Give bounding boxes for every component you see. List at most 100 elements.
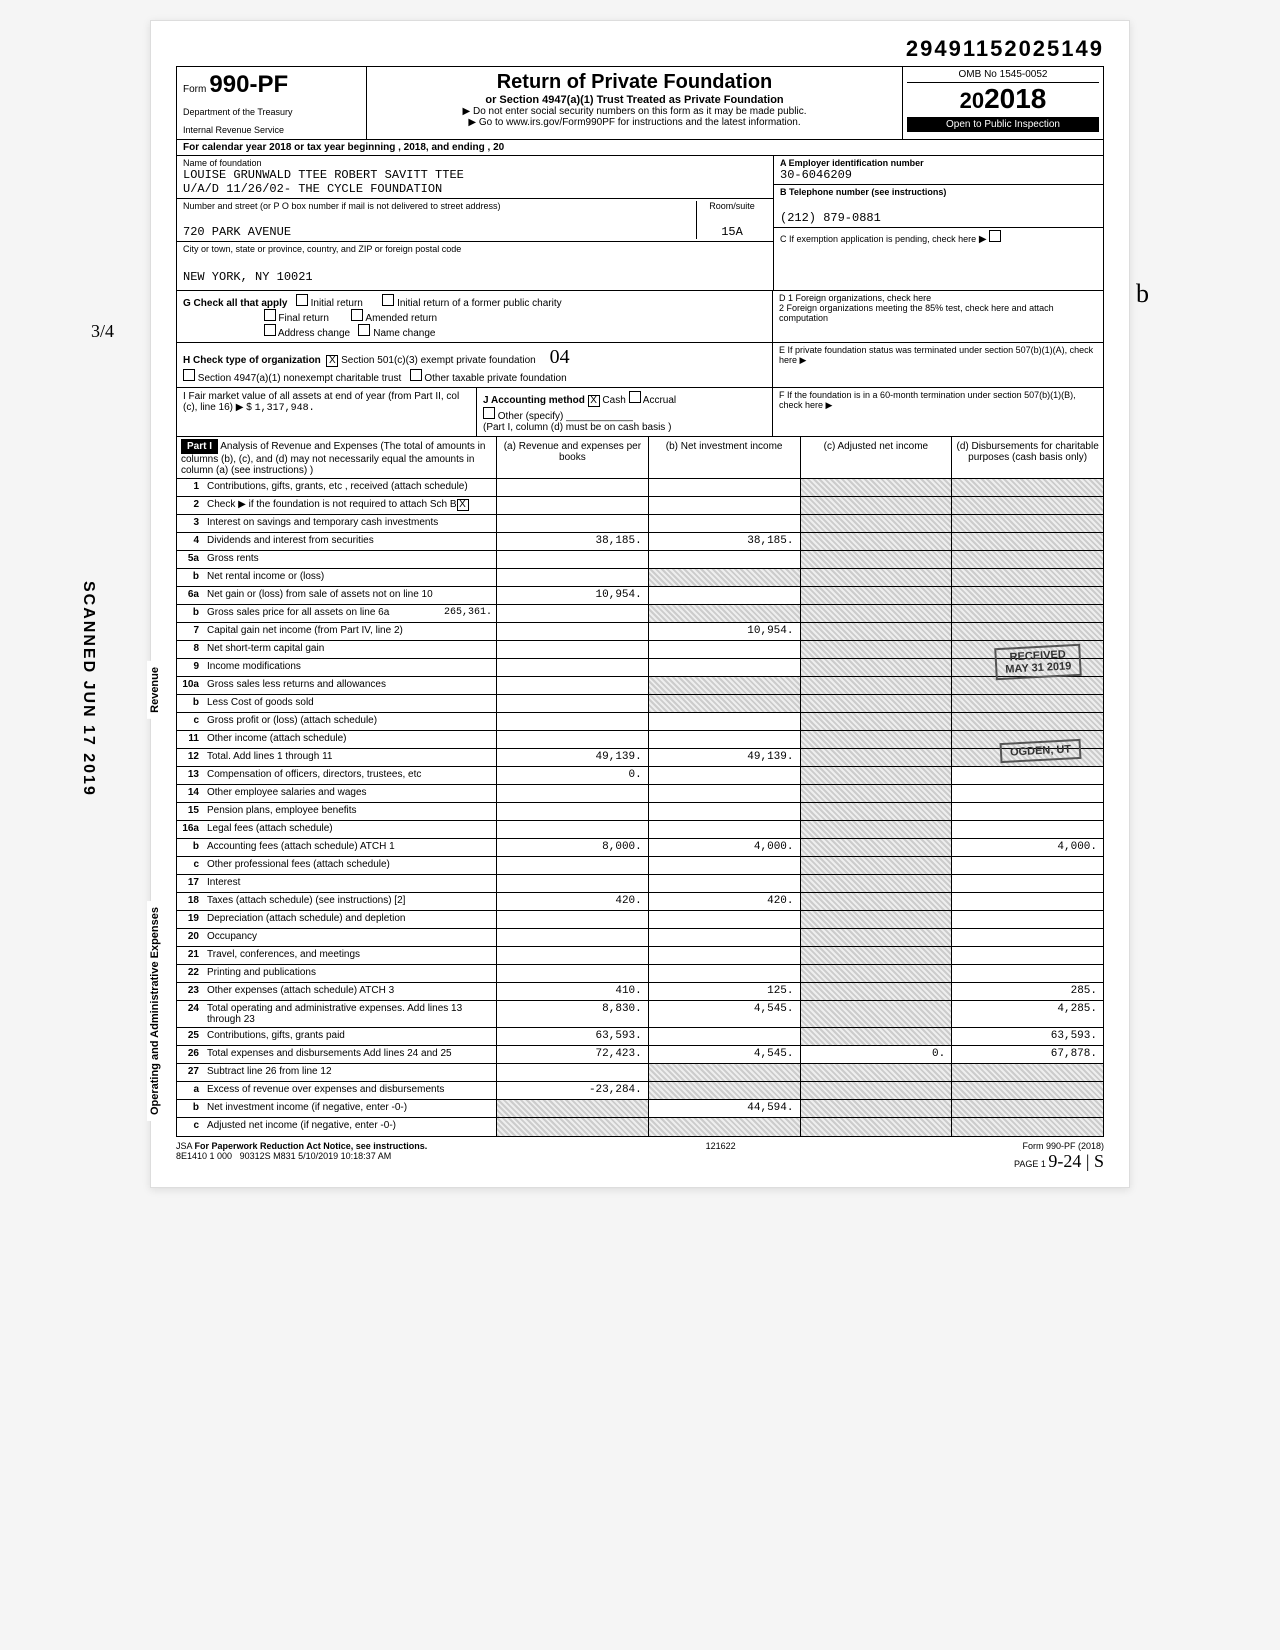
entity-left: Name of foundation LOUISE GRUNWALD TTEE … <box>177 156 773 290</box>
line-no: 14 <box>177 785 203 802</box>
line-no: b <box>177 839 203 856</box>
line-col-c <box>801 677 953 694</box>
line-col-d <box>952 605 1103 622</box>
h-501c3-checkbox[interactable]: X <box>326 355 338 367</box>
line-no: a <box>177 1082 203 1099</box>
line-col-a <box>497 641 649 658</box>
line-desc: Net investment income (if negative, ente… <box>203 1100 497 1117</box>
footer-right: Form 990-PF (2018) PAGE 1 9-24 | S <box>1014 1141 1104 1172</box>
line-l13: 13Compensation of officers, directors, t… <box>177 767 1103 785</box>
form-subtitle: or Section 4947(a)(1) Trust Treated as P… <box>373 94 896 106</box>
line-desc: Other employee salaries and wages <box>203 785 497 802</box>
line-col-a <box>497 695 649 712</box>
line-col-b <box>649 1064 801 1081</box>
line-col-b <box>649 713 801 730</box>
omb-number: OMB No 1545-0052 <box>907 69 1099 83</box>
line-no: 18 <box>177 893 203 910</box>
line-col-d <box>952 1082 1103 1099</box>
line-col-a: 8,830. <box>497 1001 649 1027</box>
part1-desc-cell: Part I Analysis of Revenue and Expenses … <box>177 437 497 478</box>
room-suite: 15A <box>697 225 767 239</box>
form-note2: ▶ Go to www.irs.gov/Form990PF for instru… <box>373 117 896 128</box>
header-center: Return of Private Foundation or Section … <box>367 67 903 139</box>
line-col-d <box>952 515 1103 532</box>
h-other-checkbox[interactable] <box>410 369 422 381</box>
line-l25: 25Contributions, gifts, grants paid63,59… <box>177 1028 1103 1046</box>
g-namechg-checkbox[interactable] <box>358 324 370 336</box>
line-l19: 19Depreciation (attach schedule) and dep… <box>177 911 1103 929</box>
line-col-a <box>497 497 649 514</box>
g-amended-checkbox[interactable] <box>351 309 363 321</box>
g-former-checkbox[interactable] <box>382 294 394 306</box>
line-no: c <box>177 1118 203 1136</box>
row-g: G Check all that apply Initial return In… <box>177 291 773 342</box>
line-col-a <box>497 1118 649 1136</box>
footer-code: 8E1410 1 000 <box>176 1151 232 1161</box>
line-no: 19 <box>177 911 203 928</box>
line-no: 11 <box>177 731 203 748</box>
line-no: b <box>177 605 203 622</box>
line-col-c <box>801 983 953 1000</box>
j-cash-checkbox[interactable]: X <box>588 395 600 407</box>
line-col-b <box>649 587 801 604</box>
line-no: 7 <box>177 623 203 640</box>
line-col-d: 285. <box>952 983 1103 1000</box>
line-col-c <box>801 1001 953 1027</box>
h-4947-checkbox[interactable] <box>183 369 195 381</box>
line-col-a <box>497 659 649 676</box>
addr-label: Number and street (or P O box number if … <box>183 201 696 211</box>
box-c-checkbox[interactable] <box>989 230 1001 242</box>
phone-value: (212) 879-0881 <box>780 211 1097 225</box>
col-b-hdr: (b) Net investment income <box>649 437 801 478</box>
line-col-b <box>649 857 801 874</box>
line-col-b <box>649 605 801 622</box>
j-other-checkbox[interactable] <box>483 407 495 419</box>
received-date: MAY 31 2019 <box>1005 660 1072 675</box>
line-col-a: 8,000. <box>497 839 649 856</box>
line-col-a: 0. <box>497 767 649 784</box>
row-j: J Accounting method X Cash Accrual Other… <box>477 388 773 436</box>
g-final-checkbox[interactable] <box>264 309 276 321</box>
line-col-b: 4,545. <box>649 1001 801 1027</box>
line-col-a <box>497 569 649 586</box>
line-l10b: bLess Cost of goods sold <box>177 695 1103 713</box>
line-desc: Subtract line 26 from line 12 <box>203 1064 497 1081</box>
line-col-b <box>649 677 801 694</box>
line-no: 21 <box>177 947 203 964</box>
line-col-d <box>952 551 1103 568</box>
line-col-b <box>649 821 801 838</box>
j-accrual-checkbox[interactable] <box>629 391 641 403</box>
line-l16b: bAccounting fees (attach schedule) ATCH … <box>177 839 1103 857</box>
line-col-d <box>952 947 1103 964</box>
g-opt2: Address change <box>278 328 350 339</box>
line-checkbox[interactable]: X <box>457 499 469 511</box>
g-initial-checkbox[interactable] <box>296 294 308 306</box>
line-col-b <box>649 875 801 892</box>
line-desc: Travel, conferences, and meetings <box>203 947 497 964</box>
line-l18: 18Taxes (attach schedule) (see instructi… <box>177 893 1103 911</box>
form-header: Form 990-PF Department of the Treasury I… <box>176 66 1104 140</box>
g-opt4: Amended return <box>365 313 437 324</box>
line-l26: 26Total expenses and disbursements Add l… <box>177 1046 1103 1064</box>
line-col-b: 10,954. <box>649 623 801 640</box>
box-d: D 1 Foreign organizations, check here 2 … <box>773 291 1103 342</box>
line-desc: Contributions, gifts, grants, etc , rece… <box>203 479 497 496</box>
part1-header: Part I Analysis of Revenue and Expenses … <box>176 437 1104 479</box>
line-col-a: 49,139. <box>497 749 649 766</box>
line-desc: Occupancy <box>203 929 497 946</box>
part1-desc: Analysis of Revenue and Expenses (The to… <box>181 441 485 476</box>
line-col-c <box>801 587 953 604</box>
line-l4: 4Dividends and interest from securities3… <box>177 533 1103 551</box>
line-col-b <box>649 641 801 658</box>
line-col-d <box>952 911 1103 928</box>
line-desc: Legal fees (attach schedule) <box>203 821 497 838</box>
line-no: 15 <box>177 803 203 820</box>
line-col-d <box>952 929 1103 946</box>
line-no: c <box>177 713 203 730</box>
line-col-c <box>801 497 953 514</box>
line-col-d <box>952 1118 1103 1136</box>
g-addrchg-checkbox[interactable] <box>264 324 276 336</box>
line-col-a <box>497 803 649 820</box>
line-desc: Taxes (attach schedule) (see instruction… <box>203 893 497 910</box>
line-l10a: 10aGross sales less returns and allowanc… <box>177 677 1103 695</box>
